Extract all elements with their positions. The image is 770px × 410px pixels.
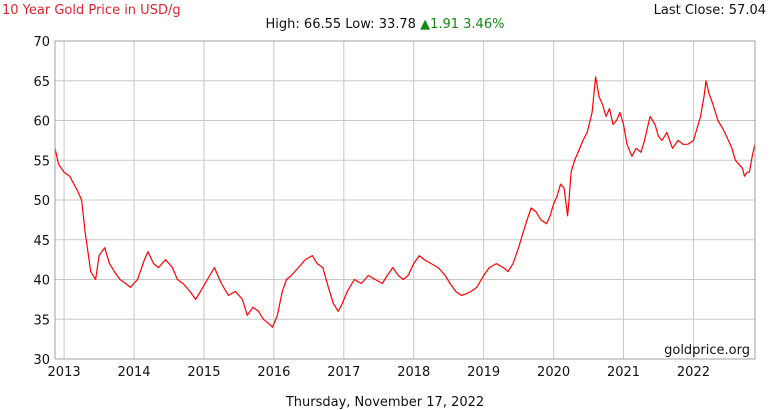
x-tick-label: 2020 [537,365,570,380]
x-tick-label: 2014 [117,365,150,380]
plot-frame [54,40,756,360]
high-label: High: [265,17,300,32]
change-percent: 3.46% [463,17,505,32]
x-tick-label: 2013 [48,365,81,380]
y-tick-label: 70 [33,35,50,50]
last-close-label: Last Close: [653,3,725,18]
x-tick-label: 2019 [467,365,500,380]
stats-bar: High: 66.55 Low: 33.78 ▲1.91 3.46% [0,17,770,32]
y-tick-label: 60 [33,115,50,130]
y-tick-label: 35 [33,313,50,328]
y-tick-label: 40 [33,274,50,289]
last-close: Last Close: 57.04 [654,3,766,18]
y-tick-label: 30 [33,353,50,368]
last-close-value: 57.04 [728,3,766,18]
change-value: 1.91 [430,17,460,32]
y-tick-label: 65 [33,75,50,90]
grid-lines [55,40,755,360]
price-line [54,76,756,328]
x-tick-label: 2016 [257,365,290,380]
y-axis-ticks: 30 35 40 45 50 55 60 65 70 [33,35,50,368]
low-label: Low: [345,17,375,32]
chart-title: 10 Year Gold Price in USD/g [2,3,181,18]
x-tick-label: 2021 [607,365,640,380]
x-tick-label: 2015 [187,365,220,380]
y-tick-label: 55 [33,154,50,169]
low-value: 33.78 [378,17,416,32]
x-tick-label: 2018 [397,365,430,380]
footer-date: Thursday, November 17, 2022 [285,395,485,410]
y-tick-label: 45 [33,234,50,249]
x-axis-ticks: 2013 2014 2015 2016 2017 2018 2019 2020 2021 2022 [48,365,710,380]
triangle-up-icon: ▲ [420,17,431,32]
y-tick-label: 50 [33,194,50,209]
x-tick-label: 2017 [327,365,360,380]
x-tick-label: 2022 [677,365,710,380]
high-value: 66.55 [303,17,342,32]
watermark: goldprice.org [664,343,750,358]
